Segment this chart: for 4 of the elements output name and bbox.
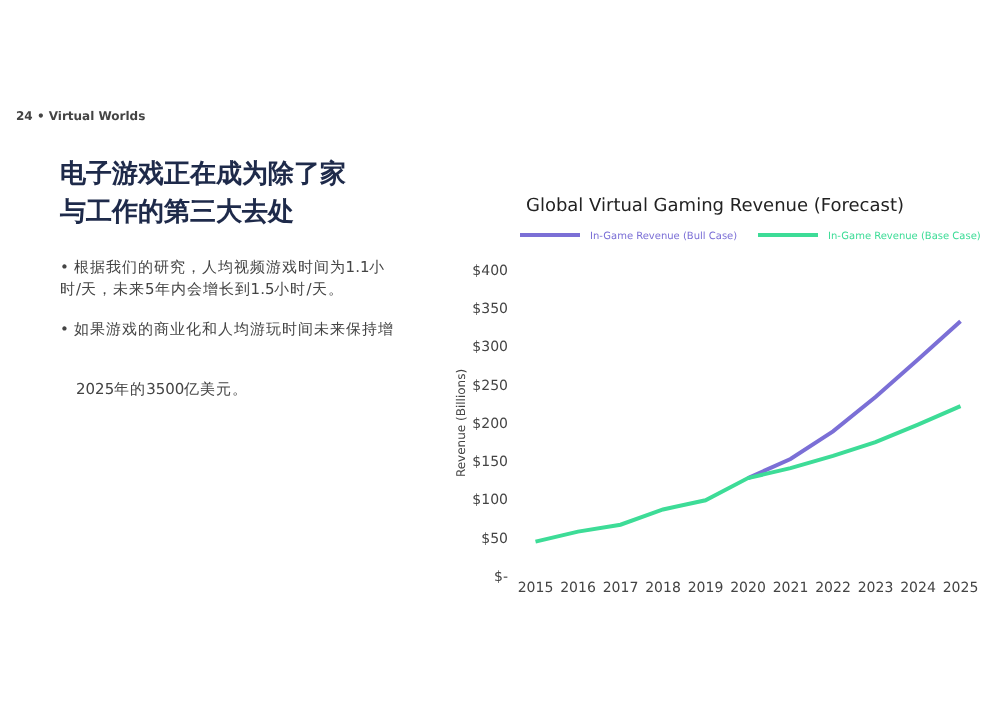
text: 电子游戏正在成为除了家与工作的第三大去处: [60, 157, 348, 232]
line-series: [533, 404, 963, 544]
chart-title: Global Virtual Gaming Revenue (Forecast): [525, 197, 905, 218]
line-series: [746, 319, 963, 481]
